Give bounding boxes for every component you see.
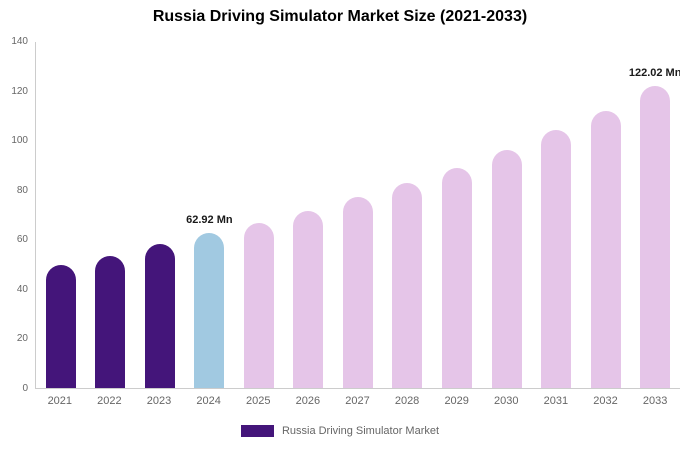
x-tick-label: 2025	[246, 395, 271, 407]
bar-column	[284, 42, 334, 388]
bar	[194, 232, 225, 388]
x-tick-label: 2032	[593, 395, 618, 407]
bar	[95, 255, 126, 388]
y-tick-label: 140	[11, 36, 28, 47]
bar-column	[383, 42, 433, 388]
bar	[491, 150, 522, 388]
legend-swatch	[240, 425, 274, 437]
bar-column	[432, 42, 482, 388]
bar-column	[333, 42, 383, 388]
y-tick-label: 0	[22, 383, 28, 394]
bar	[442, 167, 473, 388]
bar	[590, 111, 621, 388]
bar	[45, 265, 76, 388]
bar	[342, 197, 373, 388]
bar	[144, 244, 175, 388]
bar-column	[482, 42, 532, 388]
y-tick-label: 80	[16, 184, 28, 196]
bar-column	[581, 42, 631, 388]
bar	[392, 183, 423, 388]
x-tick-label: 2031	[543, 395, 569, 407]
bar-column	[531, 42, 581, 388]
y-tick-label: 60	[16, 234, 28, 246]
bar-value-label: 62.92 Mn	[186, 213, 233, 226]
bar-column: 62.92 Mn	[185, 42, 235, 388]
bar-series: 62.92 Mn 122.02 Mn	[36, 42, 680, 388]
y-tick-label: 20	[16, 333, 28, 345]
legend-label: Russia Driving Simulator Market	[281, 425, 440, 437]
bar-column	[86, 42, 136, 388]
x-tick-label: 2027	[345, 395, 370, 407]
bar-value-label: 122.02 Mn	[628, 67, 680, 80]
x-tick-label: 2033	[642, 395, 668, 407]
x-tick-label: 2021	[47, 395, 73, 407]
plot-area: 62.92 Mn 122.02 Mn	[35, 42, 680, 389]
bar-column: 122.02 Mn	[628, 42, 680, 388]
bar	[640, 86, 671, 388]
x-tick-label: 2030	[494, 395, 519, 407]
bar-column	[135, 42, 185, 388]
y-tick-label: 40	[16, 283, 28, 295]
y-axis: 0 20 40 60 80 100 120 140	[0, 36, 30, 394]
x-axis: 2021 2022 2023 2024 2025 2026 2027 2028 2029 2030…	[35, 395, 680, 407]
chart-title: Russia Driving Simulator Market Size (20…	[152, 8, 528, 25]
y-tick-label: 120	[11, 85, 28, 97]
bar	[541, 130, 572, 388]
bar-column	[234, 42, 284, 388]
x-tick-label: 2028	[394, 395, 420, 407]
bar	[243, 222, 274, 388]
x-tick-label: 2029	[444, 395, 469, 407]
bar-column	[36, 42, 86, 388]
x-tick-label: 2024	[196, 395, 221, 407]
y-tick-label: 100	[11, 135, 28, 147]
x-tick-label: 2023	[146, 395, 172, 407]
bar	[293, 210, 324, 388]
x-tick-label: 2022	[97, 395, 122, 407]
legend: Russia Driving Simulator Market	[0, 425, 680, 437]
x-tick-label: 2026	[295, 395, 321, 407]
